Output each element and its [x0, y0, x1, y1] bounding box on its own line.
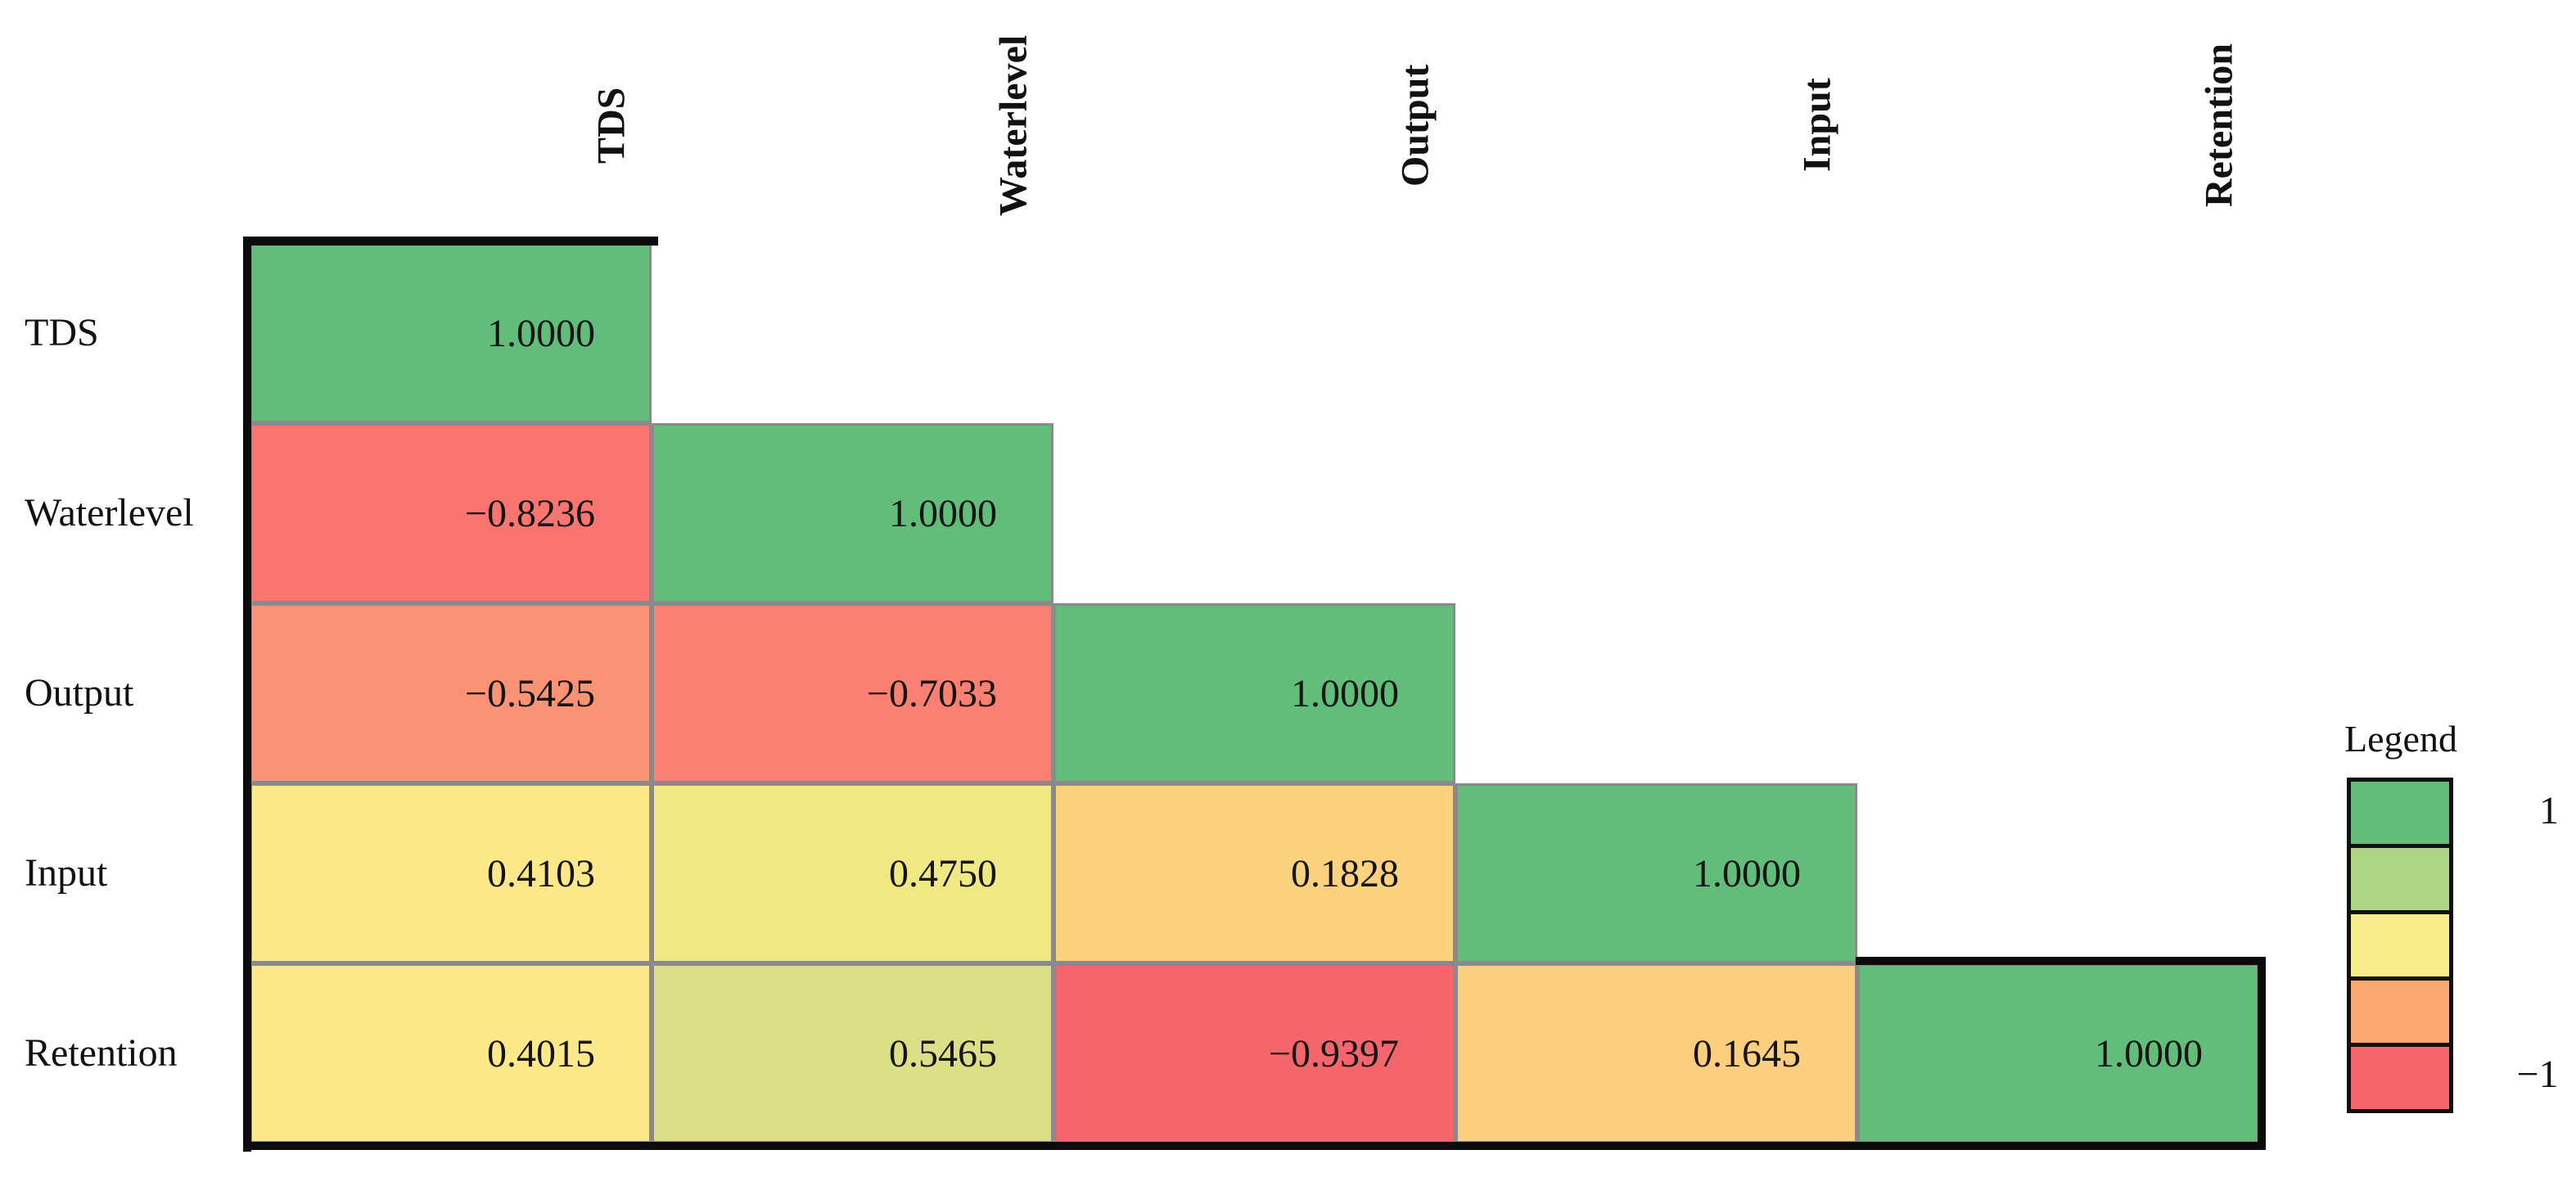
matrix-cell: −0.5425 [250, 603, 652, 783]
cell-value: 0.4103 [487, 851, 595, 895]
matrix-cell: −0.8236 [250, 423, 652, 603]
matrix-cell: −0.7033 [652, 603, 1053, 783]
column-header: Input [1795, 78, 1839, 173]
column-header: Output [1393, 64, 1437, 187]
border-segment [243, 1142, 2266, 1150]
matrix-cell: 0.4103 [250, 783, 652, 963]
matrix-cell: 1.0000 [1053, 603, 1455, 783]
cell-value: −0.9397 [1268, 1031, 1399, 1076]
legend-colorbar [2347, 778, 2453, 1113]
legend-max-label: 1 [2539, 789, 2559, 832]
cell-value: 1.0000 [2095, 1031, 2203, 1076]
cell-value: −0.8236 [464, 491, 595, 535]
cell-value: 0.1645 [1693, 1031, 1801, 1076]
column-header: Retention [2197, 43, 2241, 207]
column-header: Waterlevel [991, 34, 1035, 216]
cell-value: 1.0000 [1291, 671, 1399, 715]
border-segment [243, 237, 658, 246]
cell-value: 0.4750 [889, 851, 997, 895]
border-segment [243, 237, 251, 1152]
matrix-cell: 0.4750 [652, 783, 1053, 963]
cell-value: −0.7033 [866, 671, 997, 715]
matrix-cell: 1.0000 [1857, 963, 2259, 1143]
matrix-cell: 0.1645 [1455, 963, 1857, 1143]
legend-min-label: −1 [2516, 1053, 2559, 1096]
column-header: TDS [589, 87, 634, 164]
matrix-cell: −0.9397 [1053, 963, 1455, 1143]
cell-value: 0.5465 [889, 1031, 997, 1076]
legend-swatch [2347, 778, 2453, 848]
row-label: Waterlevel [25, 491, 194, 534]
matrix-cell: 1.0000 [652, 423, 1053, 603]
cell-value: 1.0000 [1693, 851, 1801, 895]
row-label: Retention [25, 1031, 178, 1075]
matrix-cell: 0.5465 [652, 963, 1053, 1143]
matrix-cell: 1.0000 [250, 243, 652, 423]
legend-swatch [2347, 844, 2453, 914]
matrix-cell: 0.4015 [250, 963, 652, 1143]
matrix-cell: 0.1828 [1053, 783, 1455, 963]
cell-value: 1.0000 [889, 491, 997, 535]
legend-title: Legend [2344, 718, 2457, 760]
row-label: Output [25, 671, 134, 715]
matrix-cell: 1.0000 [1455, 783, 1857, 963]
legend-swatch [2347, 976, 2453, 1047]
cell-value: −0.5425 [464, 671, 595, 715]
cell-value: 0.4015 [487, 1031, 595, 1076]
border-segment [2258, 957, 2266, 1150]
row-label: Input [25, 851, 108, 895]
cell-value: 1.0000 [487, 311, 595, 355]
legend-swatch [2347, 910, 2453, 981]
row-label: TDS [25, 311, 99, 354]
cell-value: 0.1828 [1291, 851, 1399, 895]
border-segment [1856, 957, 2266, 965]
legend-swatch [2347, 1043, 2453, 1113]
